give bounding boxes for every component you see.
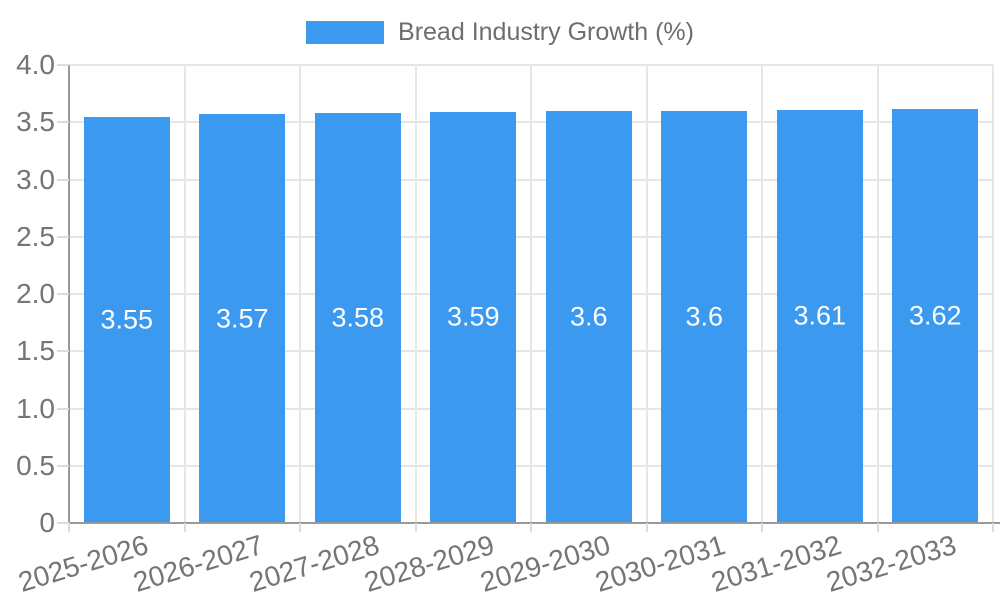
gridline-vertical (530, 65, 532, 523)
bar[interactable]: 3.61 (776, 109, 863, 523)
bar[interactable]: 3.62 (892, 108, 979, 523)
y-tick-mark (57, 235, 69, 238)
y-tick-mark (57, 522, 69, 524)
gridline-vertical (645, 65, 648, 523)
bar[interactable]: 3.55 (83, 116, 170, 523)
bar-value-label: 3.61 (793, 300, 847, 331)
gridline-vertical (183, 65, 186, 523)
legend[interactable]: Bread Industry Growth (%) (0, 18, 1000, 46)
x-tick-mark (761, 523, 763, 532)
x-tick-mark (183, 523, 186, 532)
bar-value-label: 3.58 (331, 302, 385, 333)
y-tick-label: 2.5 (16, 220, 55, 252)
y-tick-mark (57, 407, 69, 410)
bar[interactable]: 3.6 (661, 110, 748, 523)
bar-value-label: 3.59 (446, 301, 500, 332)
y-tick-label: 1.0 (16, 392, 55, 424)
y-tick-mark (57, 178, 69, 181)
y-tick-mark (57, 464, 69, 467)
y-tick-mark (57, 121, 69, 124)
bar[interactable]: 3.57 (199, 114, 286, 523)
bar-value-label: 3.62 (908, 300, 962, 331)
y-tick-label: 3.5 (16, 106, 55, 138)
y-tick-mark (57, 293, 69, 295)
bar[interactable]: 3.6 (545, 110, 632, 523)
gridline-vertical (876, 65, 879, 523)
x-tick-mark (992, 523, 994, 532)
y-tick-label: 2.0 (16, 278, 55, 309)
gridline-vertical (992, 65, 994, 523)
x-tick-mark (68, 523, 70, 532)
x-tick-mark (414, 523, 417, 532)
y-tick-label: 4.0 (16, 49, 55, 80)
bar-value-label: 3.57 (215, 303, 269, 334)
y-tick-label: 0.5 (16, 449, 55, 481)
bar[interactable]: 3.58 (314, 113, 401, 523)
x-tick-mark (645, 523, 648, 532)
y-tick-label: 1.5 (16, 335, 55, 367)
y-tick-label: 0 (39, 507, 55, 538)
plot-area: 3.55 3.57 3.58 3.59 3.6 3.6 3.61 3.62 (69, 64, 994, 523)
x-tick-mark (876, 523, 879, 532)
gridline-vertical (414, 65, 417, 523)
y-tick-label: 3.0 (16, 163, 55, 195)
gridline-vertical (761, 65, 763, 523)
bar[interactable]: 3.59 (430, 111, 517, 523)
y-tick-mark (57, 64, 69, 66)
bar-value-label: 3.6 (685, 301, 724, 332)
legend-label: Bread Industry Growth (%) (398, 18, 694, 46)
y-tick-mark (57, 350, 69, 353)
x-tick-mark (530, 523, 532, 532)
gridline-vertical (299, 65, 301, 523)
x-tick-mark (299, 523, 301, 532)
x-axis-line (69, 522, 1000, 524)
bar-value-label: 3.55 (100, 304, 154, 335)
bar-value-label: 3.6 (569, 301, 608, 332)
y-axis-line (68, 65, 70, 532)
legend-swatch (306, 20, 385, 44)
